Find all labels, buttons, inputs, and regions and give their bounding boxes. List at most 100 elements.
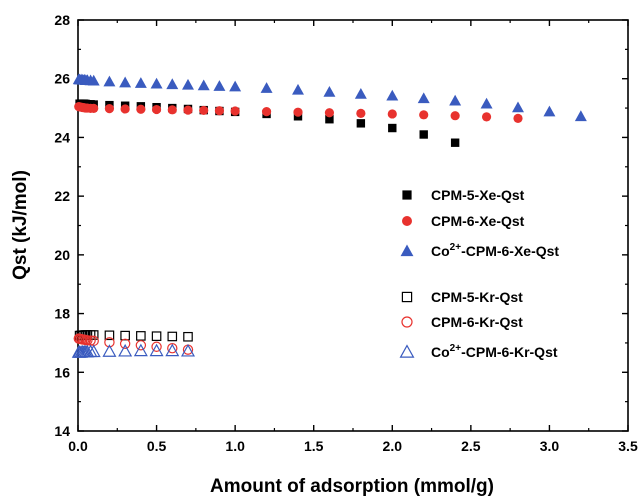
legend-label: CPM-6-Kr-Qst	[431, 314, 523, 330]
data-point	[182, 344, 194, 355]
y-tick-label: 14	[54, 423, 70, 439]
data-point	[480, 97, 493, 109]
data-point	[102, 344, 117, 357]
legend-label-prefix: Co	[431, 243, 450, 259]
legend-label-prefix: Co	[431, 344, 450, 360]
data-point	[543, 105, 556, 117]
data-point	[151, 331, 162, 341]
data-point	[230, 106, 240, 116]
data-point	[88, 330, 99, 340]
legend-label: CPM-6-Xe-Qst	[431, 213, 525, 229]
data-point	[151, 104, 162, 115]
y-tick-label: 24	[54, 129, 70, 145]
legend: CPM-5-Xe-QstCPM-6-Xe-QstCo2+-CPM-6-Xe-Qs…	[399, 187, 559, 360]
y-tick-label: 28	[54, 12, 70, 28]
x-tick-label: 3.5	[618, 438, 638, 454]
plot-area	[77, 19, 629, 432]
x-axis: 0.0 0.5 1.0 1.5 2.0 2.5 3.0 3.5	[68, 20, 638, 454]
y-tick-label: 26	[54, 71, 70, 87]
data-point	[119, 76, 132, 88]
data-point	[133, 343, 148, 357]
y-tick-label: 16	[54, 364, 70, 380]
data-point	[481, 112, 492, 122]
data-point	[388, 123, 397, 133]
data-point	[450, 138, 460, 147]
data-point	[120, 330, 130, 341]
data-point	[513, 113, 523, 123]
series-5	[73, 333, 194, 355]
data-point	[356, 108, 366, 118]
data-point	[104, 330, 115, 341]
legend-label-main: -CPM-6-Xe-Qst	[461, 243, 559, 259]
data-point	[151, 341, 162, 352]
data-point	[574, 110, 587, 122]
data-point	[103, 75, 116, 87]
data-point	[182, 78, 194, 90]
y-tick-label: 22	[54, 188, 70, 204]
data-point	[89, 103, 99, 113]
legend-label: CPM-5-Kr-Qst	[431, 289, 523, 305]
data-point	[449, 94, 462, 106]
data-point	[181, 343, 195, 357]
data-point	[167, 105, 177, 115]
data-point	[324, 108, 335, 118]
x-tick-label: 2.0	[383, 438, 403, 454]
data-point	[167, 331, 178, 342]
legend-marker	[400, 244, 414, 257]
series-1	[75, 99, 460, 147]
series-6	[71, 343, 195, 358]
data-point	[104, 104, 115, 114]
data-point	[356, 119, 366, 128]
data-point	[166, 78, 179, 90]
legend-label-main: -CPM-6-Kr-Qst	[461, 344, 558, 360]
series-2	[74, 102, 523, 123]
data-point	[213, 80, 226, 91]
data-point	[134, 77, 147, 88]
x-tick-label: 1.5	[304, 438, 324, 454]
data-point	[197, 79, 210, 91]
data-point	[419, 130, 428, 139]
legend-marker	[402, 216, 412, 226]
x-tick-label: 0.0	[68, 438, 88, 454]
data-point	[354, 88, 367, 99]
y-axis-title: Qst (kJ/mol)	[10, 170, 31, 280]
legend-label-superscript: 2+	[450, 343, 462, 354]
data-point	[450, 111, 460, 121]
series-3	[72, 73, 587, 122]
data-point	[149, 343, 164, 357]
legend-label: Co2+-CPM-6-Xe-Qst	[431, 242, 559, 259]
data-point	[419, 110, 429, 120]
data-point	[120, 104, 130, 114]
y-tick-label: 18	[54, 306, 70, 322]
data-point	[104, 337, 115, 348]
legend-marker	[401, 316, 413, 328]
data-point	[135, 340, 147, 351]
data-point	[183, 105, 193, 115]
data-point	[417, 92, 430, 104]
data-point	[150, 77, 163, 89]
data-point	[118, 343, 133, 357]
data-series	[71, 73, 587, 358]
x-axis-title: Amount of adsorption (mmol/g)	[210, 476, 494, 497]
legend-marker	[402, 190, 412, 200]
legend-label-superscript: 2+	[450, 242, 462, 253]
legend-marker	[401, 291, 413, 303]
y-tick-label: 20	[54, 247, 70, 263]
data-point	[165, 343, 180, 357]
data-point	[119, 338, 131, 350]
x-tick-label: 1.0	[225, 438, 245, 454]
data-point	[512, 101, 524, 113]
x-tick-label: 0.5	[147, 438, 167, 454]
data-point	[136, 331, 146, 341]
data-point	[136, 104, 146, 114]
data-point	[387, 109, 397, 119]
x-tick-label: 2.5	[461, 438, 481, 454]
legend-marker	[399, 344, 415, 358]
data-point	[199, 105, 209, 116]
data-point	[293, 107, 303, 117]
data-point	[292, 83, 304, 95]
data-point	[325, 115, 334, 124]
legend-label: Co2+-CPM-6-Kr-Qst	[431, 343, 558, 360]
data-point	[86, 344, 101, 358]
